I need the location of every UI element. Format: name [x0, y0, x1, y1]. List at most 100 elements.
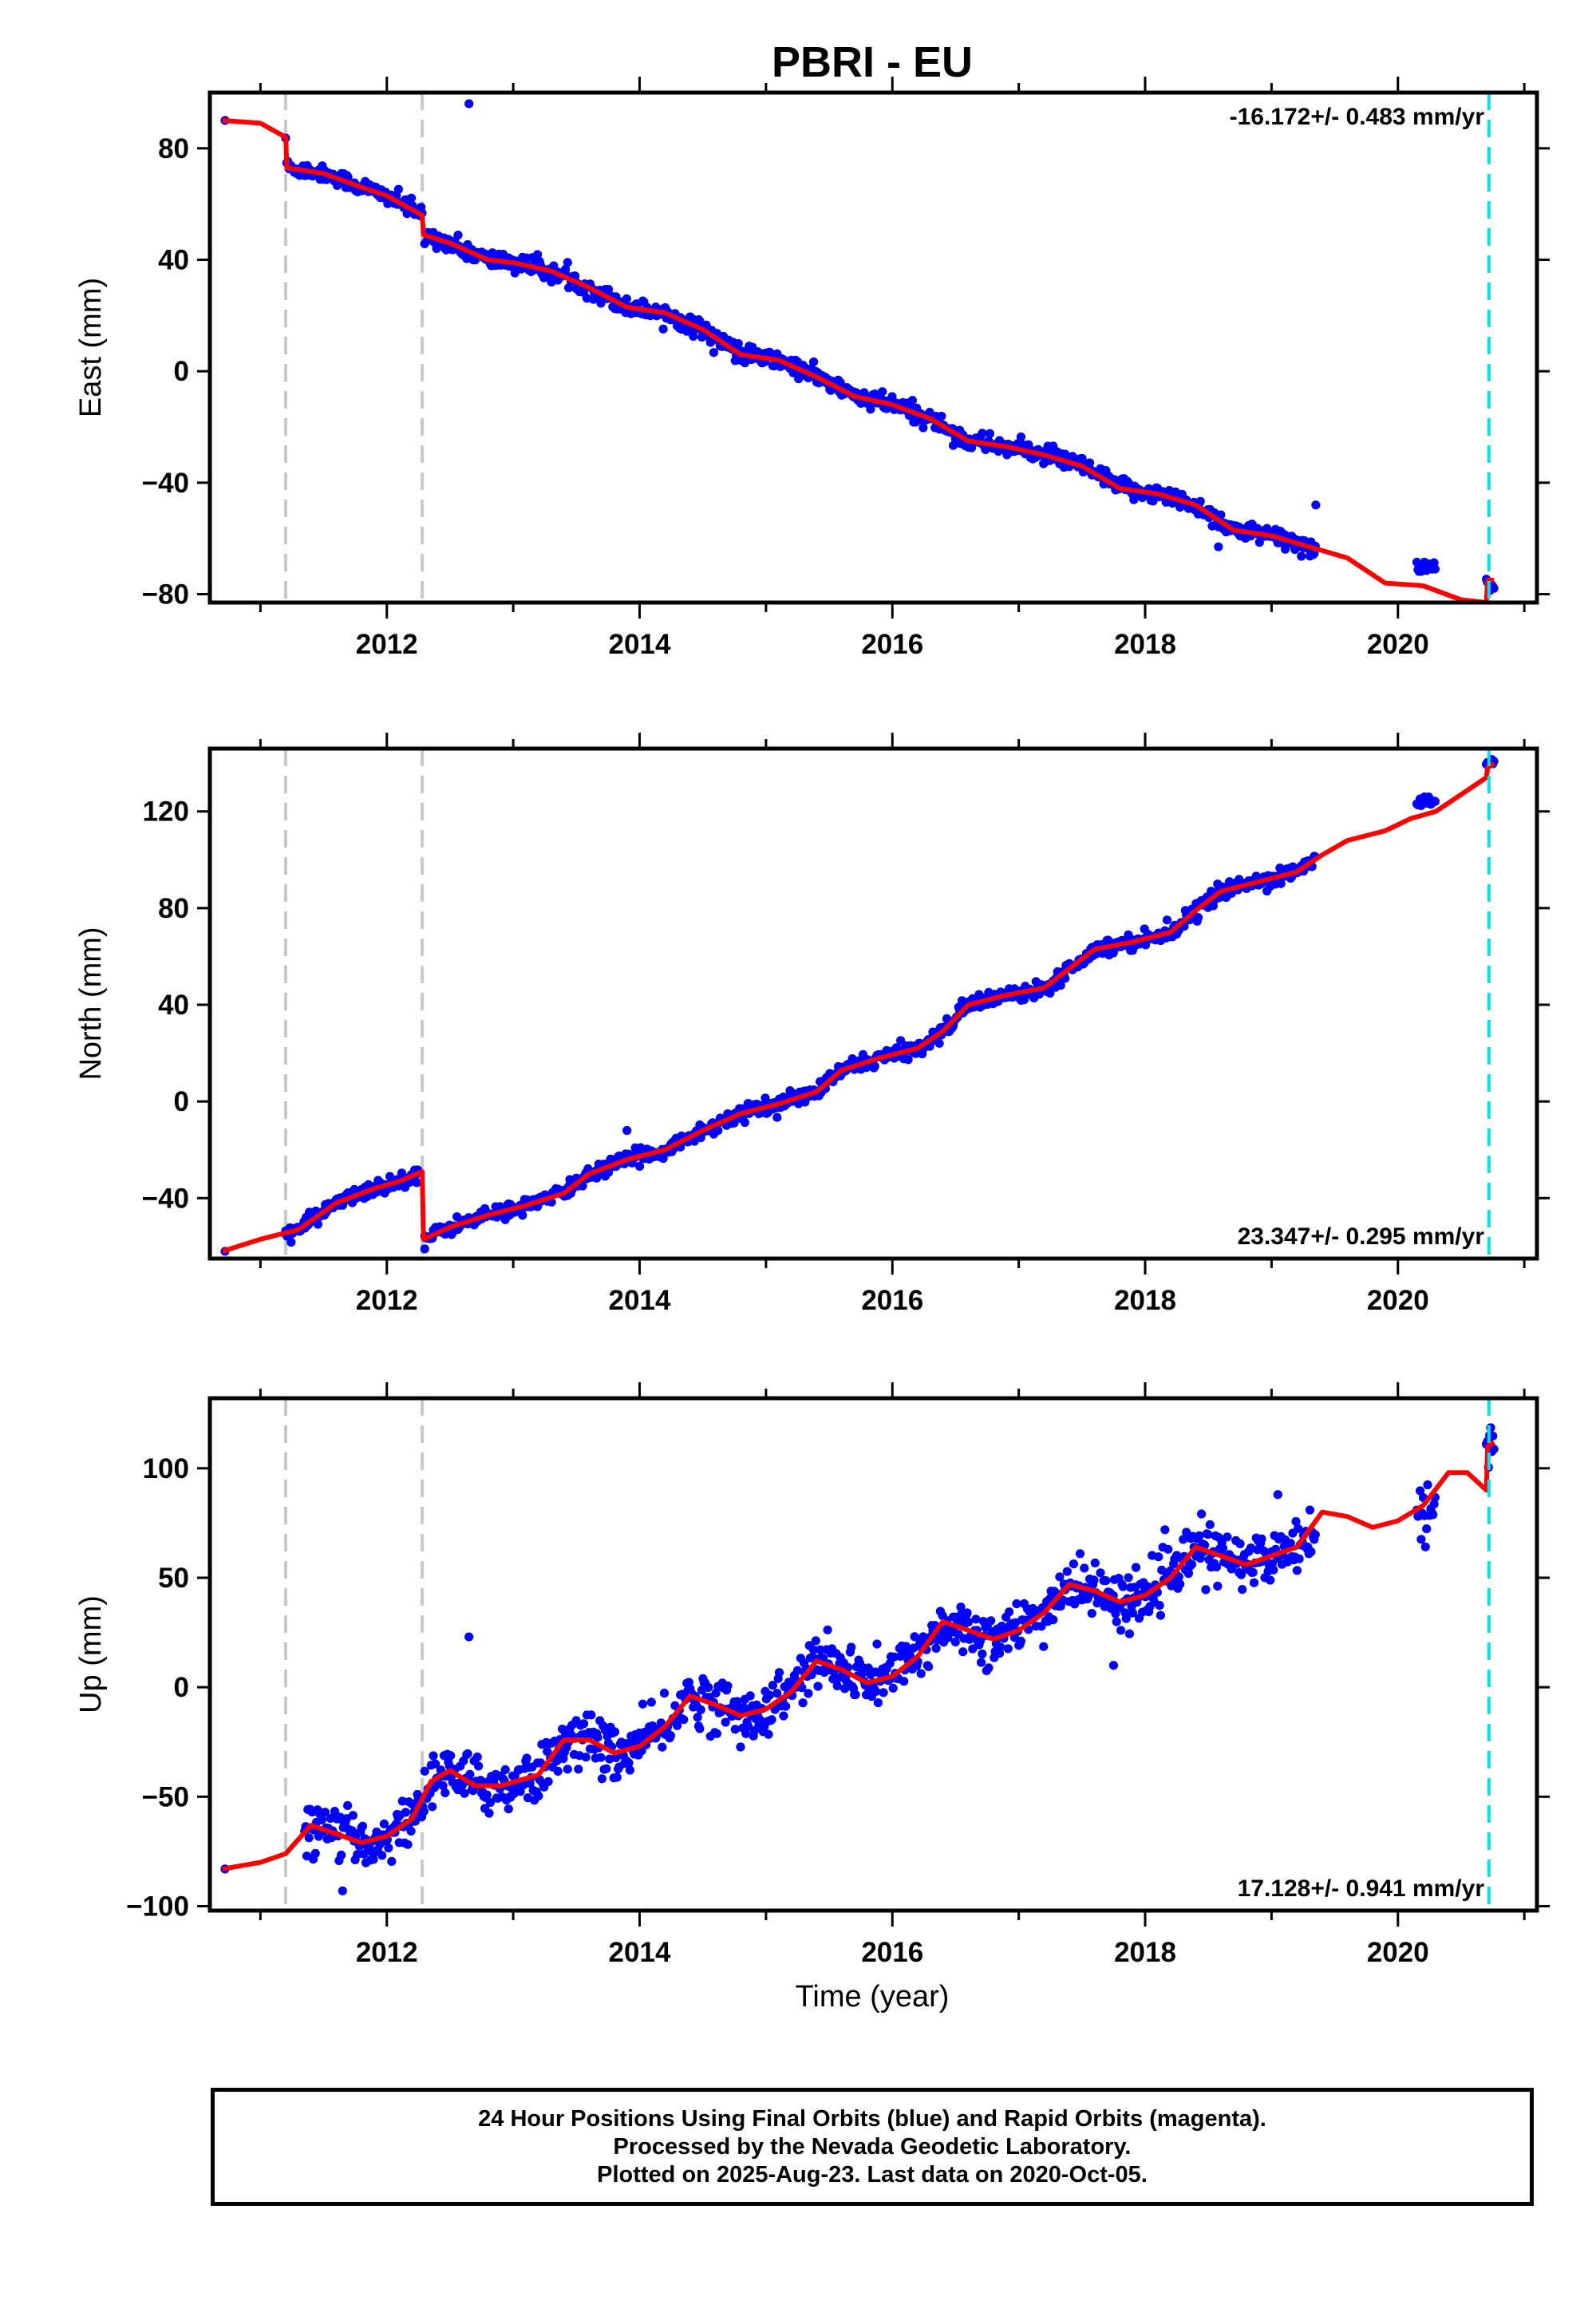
data-point: [457, 1780, 468, 1790]
data-point: [847, 1642, 856, 1652]
data-point: [918, 423, 928, 433]
footer-info-box: 24 Hour Positions Using Final Orbits (bl…: [211, 2088, 1534, 2206]
data-point: [1430, 564, 1440, 574]
y-tick-label: 50: [158, 1563, 189, 1594]
x-tick-label: 2020: [1367, 629, 1429, 660]
chart-panel-1: 2012 2014 2016 2018 2020 80 40 0 −40 −80 East (mm)…: [74, 77, 1550, 660]
y-tick-label: 40: [158, 990, 189, 1021]
data-point: [397, 1796, 407, 1806]
data-point: [476, 1776, 485, 1785]
data-point: [406, 1826, 416, 1836]
y-tick-label: 0: [174, 1086, 189, 1117]
data-point: [878, 387, 887, 397]
data-point: [1276, 879, 1286, 888]
data-point: [563, 258, 572, 267]
data-point: [431, 1759, 440, 1769]
data-point: [428, 1802, 437, 1812]
data-point: [1254, 537, 1264, 547]
data-point: [1248, 1567, 1258, 1577]
data-point: [721, 1717, 730, 1727]
x-tick-label: 2016: [861, 629, 923, 660]
data-point: [485, 1798, 496, 1808]
data-point: [429, 1751, 438, 1761]
data-point: [1269, 1565, 1278, 1575]
data-point: [804, 1689, 813, 1698]
footer-line-processed-by: Processed by the Nevada Geodetic Laborat…: [613, 2134, 1132, 2160]
x-tick-label: 2012: [356, 1285, 418, 1316]
x-tick-label: 2018: [1114, 1937, 1176, 1968]
data-point: [781, 1701, 791, 1711]
data-point: [646, 1697, 656, 1707]
y-tick-label: 80: [158, 133, 189, 164]
data-point: [1216, 510, 1226, 520]
data-point: [337, 1850, 346, 1860]
data-point: [816, 1645, 825, 1654]
data-point: [1141, 940, 1151, 950]
data-point: [610, 1727, 620, 1737]
data-point: [996, 1642, 1005, 1652]
data-points: [220, 99, 1499, 595]
data-point: [658, 1742, 667, 1752]
data-point: [624, 1758, 634, 1768]
data-point: [809, 357, 819, 366]
data-point: [851, 1690, 860, 1699]
data-point: [743, 1721, 753, 1731]
data-point: [1121, 1614, 1131, 1623]
data-point: [533, 250, 543, 259]
data-point: [1211, 1562, 1221, 1571]
data-point: [696, 1705, 705, 1714]
data-point: [1124, 1629, 1134, 1638]
data-point: [419, 1807, 429, 1816]
data-point: [934, 1038, 944, 1048]
data-point: [1291, 1516, 1301, 1526]
data-point-outlier: [1108, 1661, 1119, 1670]
data-point: [871, 1686, 881, 1696]
data-point: [693, 1713, 702, 1722]
data-point: [1294, 1554, 1304, 1563]
data-point: [1266, 1575, 1275, 1585]
data-point: [1281, 544, 1290, 554]
data-point: [764, 1729, 773, 1739]
data-point: [1257, 1534, 1266, 1543]
data-point: [733, 1697, 742, 1706]
data-point: [412, 1178, 421, 1188]
data-point: [978, 1649, 987, 1658]
data-point: [625, 1765, 635, 1775]
data-point: [500, 1765, 510, 1775]
data-point: [358, 1821, 368, 1831]
data-point: [779, 1711, 788, 1721]
data-point: [1156, 1611, 1165, 1620]
data-point: [1118, 1582, 1128, 1591]
data-point: [899, 1677, 909, 1686]
data-point: [1249, 1578, 1259, 1587]
data-point: [1238, 1585, 1247, 1595]
data-point: [1101, 1576, 1111, 1586]
data-point: [977, 1658, 986, 1667]
data-point: [504, 1804, 513, 1814]
data-point: [320, 1808, 330, 1817]
data-point: [438, 1780, 448, 1790]
x-tick-label: 2020: [1367, 1937, 1429, 1968]
data-points: [220, 1423, 1499, 1895]
data-point: [1089, 1575, 1099, 1585]
data-point: [809, 1645, 819, 1654]
data-point: [879, 1688, 888, 1697]
data-point: [1208, 901, 1218, 911]
y-tick-label: −40: [142, 468, 189, 499]
y-tick-label: 0: [174, 1672, 189, 1703]
data-point: [581, 1753, 591, 1762]
data-point: [950, 1637, 960, 1646]
data-point: [768, 1681, 778, 1690]
data-point: [968, 1644, 978, 1654]
data-point: [1422, 1524, 1432, 1534]
velocity-rate-label: 23.347+/- 0.295 mm/yr: [1238, 1223, 1485, 1250]
x-tick-label: 2020: [1367, 1285, 1429, 1316]
data-point: [482, 1790, 492, 1800]
data-point: [733, 338, 743, 349]
x-tick-label: 2014: [609, 1285, 671, 1316]
data-point: [813, 1682, 823, 1691]
data-point: [695, 1724, 705, 1733]
data-point: [593, 1733, 602, 1742]
data-point: [465, 1769, 475, 1779]
data-point: [602, 1764, 611, 1773]
